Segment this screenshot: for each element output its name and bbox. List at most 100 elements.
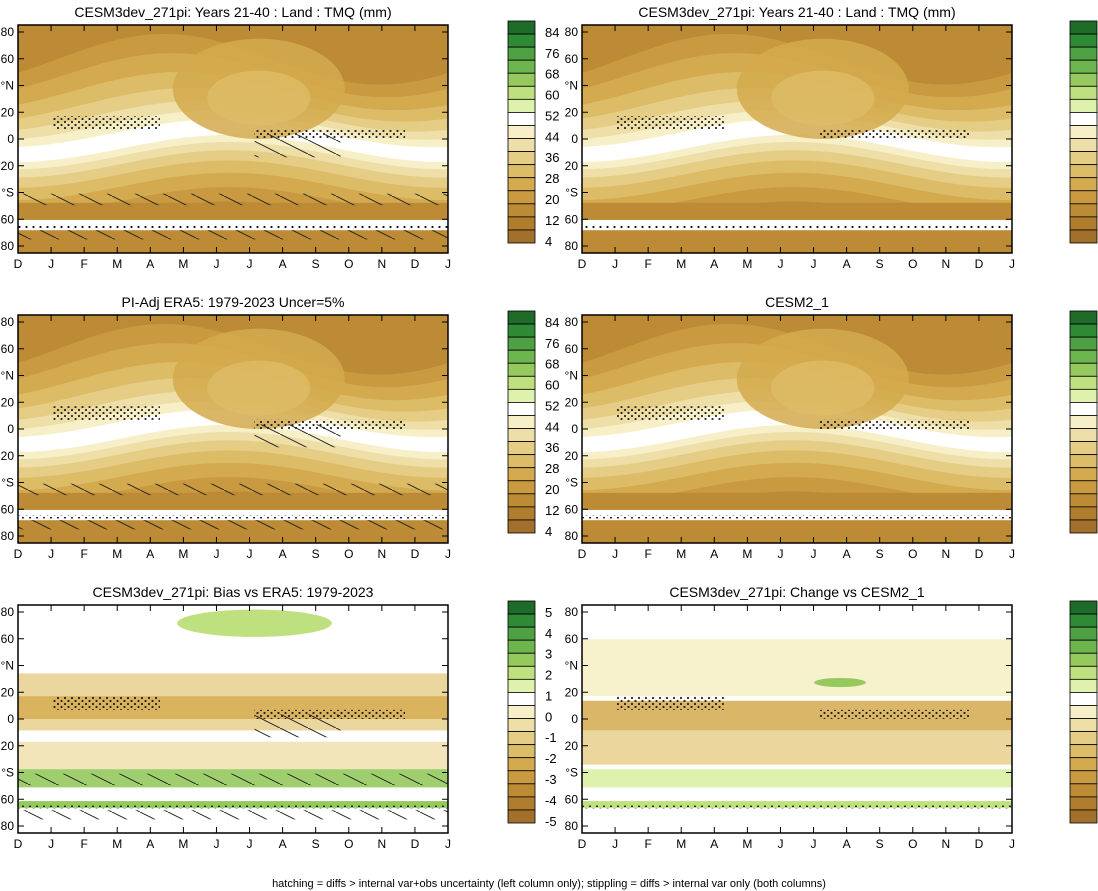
colorbar-label: 52 xyxy=(545,398,559,413)
colorbar-label: 2 xyxy=(545,668,552,683)
x-tick-label: J xyxy=(811,547,817,561)
x-tick-label: J xyxy=(777,837,783,851)
x-tick-label: O xyxy=(908,257,917,271)
y-tick-label: °S xyxy=(1,186,14,200)
colorbar-segment xyxy=(507,506,536,521)
x-tick-label: D xyxy=(14,837,23,851)
colorbar-segment xyxy=(507,415,536,429)
colorbar-segment xyxy=(1069,177,1098,192)
colorbar-label: 20 xyxy=(545,192,559,207)
y-tick-label: 20 xyxy=(565,395,579,409)
x-tick-label: J xyxy=(612,837,618,851)
colorbar-segment xyxy=(1069,72,1098,87)
colorbar-segment xyxy=(507,20,536,35)
colorbar-segment xyxy=(1069,310,1098,325)
x-tick-label: D xyxy=(975,547,984,561)
y-tick-label: 60 xyxy=(1,212,15,226)
colorbar-segment xyxy=(1069,362,1098,377)
colorbar-segment xyxy=(1069,203,1098,218)
colorbar-segment xyxy=(1069,415,1098,429)
colorbar-segment xyxy=(1069,480,1098,495)
x-tick-label: M xyxy=(178,837,188,851)
colorbar-segment xyxy=(1069,705,1098,719)
y-tick-label: 20 xyxy=(565,739,579,753)
colorbar-segment xyxy=(1069,626,1098,641)
colorbar-label: 4 xyxy=(545,234,552,249)
y-tick-label: 60 xyxy=(565,502,579,516)
y-tick-label: 60 xyxy=(1,342,15,356)
x-tick-label: M xyxy=(742,257,752,271)
x-tick-label: J xyxy=(247,547,253,561)
x-tick-label: J xyxy=(247,257,253,271)
y-tick-label: °N xyxy=(1,659,14,673)
colorbar-segment xyxy=(507,190,536,205)
colorbar-segment xyxy=(1069,151,1098,166)
x-tick-label: F xyxy=(80,547,87,561)
x-tick-label: N xyxy=(378,837,387,851)
colorbar-segment xyxy=(1069,323,1098,338)
y-tick-label: 80 xyxy=(1,315,15,329)
colorbar-segment xyxy=(1069,388,1098,403)
x-tick-label: D xyxy=(975,257,984,271)
colorbar-label: 68 xyxy=(545,67,559,82)
colorbar-segment xyxy=(507,639,536,654)
y-tick-label: 60 xyxy=(1,632,15,646)
colorbar-segment xyxy=(507,809,536,824)
colorbar-label: 52 xyxy=(545,108,559,123)
y-tick-label: 60 xyxy=(1,502,15,516)
colorbar-segment xyxy=(507,665,536,680)
x-tick-label: M xyxy=(112,257,122,271)
x-tick-label: J xyxy=(445,837,451,851)
x-tick-label: N xyxy=(378,547,387,561)
heatmap-field xyxy=(18,605,448,833)
x-tick-label: A xyxy=(279,837,287,851)
colorbar-label: -2 xyxy=(545,751,557,766)
colorbar-label: -3 xyxy=(545,772,557,787)
x-tick-label: J xyxy=(445,257,451,271)
x-tick-label: J xyxy=(213,837,219,851)
colorbar-segment xyxy=(1069,770,1098,785)
colorbar-segment xyxy=(1069,441,1098,456)
y-tick-label: 80 xyxy=(565,25,579,39)
x-tick-label: N xyxy=(942,257,951,271)
colorbar-segment xyxy=(1069,112,1098,126)
colorbar-label: 3 xyxy=(545,647,552,662)
x-tick-label: D xyxy=(975,837,984,851)
y-tick-label: 80 xyxy=(1,25,15,39)
colorbar-segment xyxy=(1069,757,1098,772)
y-tick-label: 60 xyxy=(1,792,15,806)
colorbar-segment xyxy=(507,454,536,469)
colorbar-segment xyxy=(1069,229,1098,244)
y-tick-label: 60 xyxy=(565,342,579,356)
x-tick-label: D xyxy=(578,547,587,561)
colorbar-label: 28 xyxy=(545,171,559,186)
x-tick-label: A xyxy=(146,837,154,851)
x-tick-label: D xyxy=(578,837,587,851)
y-tick-label: 0 xyxy=(7,132,14,146)
colorbar-segment xyxy=(507,480,536,495)
colorbar-segment xyxy=(1069,467,1098,482)
panel-5: CESM3dev_271pi: Bias vs ERA5: 1979-2023 D… xyxy=(1,584,557,851)
y-tick-label: 20 xyxy=(1,685,15,699)
y-tick-label: 80 xyxy=(1,239,15,253)
y-tick-label: 20 xyxy=(1,105,15,119)
colorbar-segment xyxy=(1069,375,1098,390)
x-tick-label: S xyxy=(876,837,884,851)
colorbar-label: 44 xyxy=(545,419,559,434)
x-tick-label: F xyxy=(80,257,87,271)
colorbar-segment xyxy=(507,718,536,732)
x-tick-label: F xyxy=(644,257,651,271)
x-tick-label: D xyxy=(411,257,420,271)
x-tick-label: J xyxy=(811,837,817,851)
colorbar-segment xyxy=(507,46,536,61)
colorbar-segment xyxy=(507,375,536,390)
y-tick-label: 20 xyxy=(1,395,15,409)
x-tick-label: J xyxy=(247,837,253,851)
x-tick-label: O xyxy=(344,257,353,271)
y-tick-label: 0 xyxy=(7,422,14,436)
y-tick-label: 60 xyxy=(565,792,579,806)
colorbar-segment xyxy=(507,744,536,759)
colorbar-segment xyxy=(1069,600,1098,615)
x-tick-label: N xyxy=(942,547,951,561)
